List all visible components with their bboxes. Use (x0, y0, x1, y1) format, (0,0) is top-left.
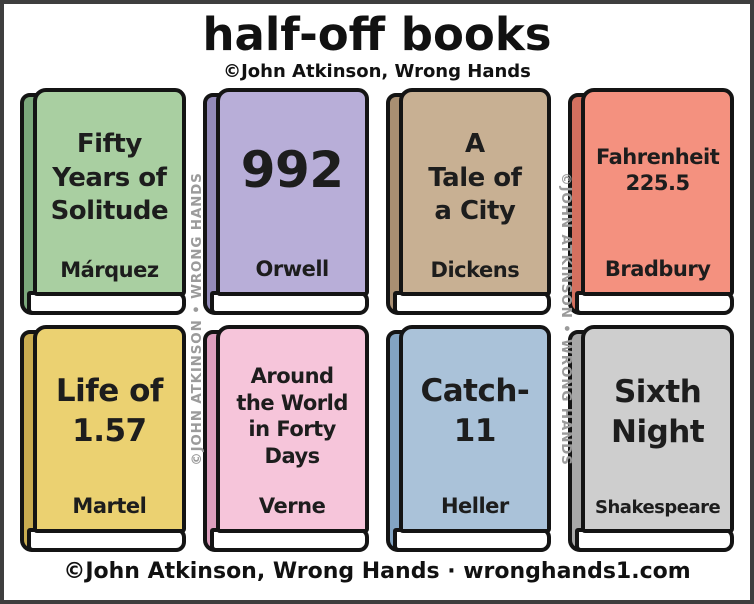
book-cover: A Tale of a City Dickens (398, 87, 552, 296)
book-cover: 992 Orwell (215, 87, 369, 296)
book-author: Orwell (255, 257, 330, 282)
book-sixth-night: Sixth Night Shakespeare (568, 324, 734, 552)
book-author: Shakespeare (595, 497, 721, 519)
book-title: Sixth Night (611, 374, 705, 450)
comic-title: half-off books (202, 8, 552, 61)
book-title: Fahrenheit 225.5 (596, 144, 720, 196)
book-a-tale-of-a-city: A Tale of a City Dickens (385, 87, 552, 315)
book-author: Martel (72, 494, 147, 519)
book-author: Heller (440, 494, 509, 519)
book-author: Dickens (430, 257, 520, 282)
book-title: 992 (240, 141, 344, 200)
book-cover: Around the World in Forty Days Verne (215, 324, 369, 533)
comic-byline: ©John Atkinson, Wrong Hands (223, 60, 531, 82)
book-cover: Fahrenheit 225.5 Bradbury (581, 87, 734, 296)
book-life-of-1-57: Life of 1.57 Martel (20, 324, 186, 552)
book-catch-11: Catch- 11 Heller (385, 324, 552, 552)
credit-line: ©John Atkinson, Wrong Hands · wronghands… (63, 558, 691, 584)
book-992: 992 Orwell (202, 87, 369, 315)
book-around-the-world-in-forty-days: Around the World in Forty Days Verne (202, 324, 369, 552)
book-fahrenheit-225-5: Fahrenheit 225.5 Bradbury (568, 87, 734, 315)
watermark-right: ©JOHN ATKINSON • WRONG HANDS (558, 172, 574, 466)
book-title: Around the World in Forty Days (236, 363, 348, 469)
book-cover: Fifty Years of Solitude Márquez (33, 87, 186, 296)
watermark-left: ©JOHN ATKINSON • WRONG HANDS (189, 172, 205, 466)
books-grid: Fifty Years of Solitude Márquez 992 Orwe… (4, 82, 750, 552)
book-cover: Life of 1.57 Martel (33, 324, 186, 533)
book-title: Life of 1.57 (55, 373, 163, 449)
book-cover: Catch- 11 Heller (398, 324, 552, 533)
book-author: Verne (258, 494, 326, 519)
book-title: Fifty Years of Solitude (50, 129, 169, 226)
book-title: A Tale of a City (428, 129, 522, 226)
book-cover: Sixth Night Shakespeare (581, 324, 734, 533)
book-author: Márquez (60, 257, 159, 282)
book-fifty-years-of-solitude: Fifty Years of Solitude Márquez (20, 87, 186, 315)
book-author: Bradbury (604, 257, 711, 282)
book-title: Catch- 11 (420, 373, 530, 449)
